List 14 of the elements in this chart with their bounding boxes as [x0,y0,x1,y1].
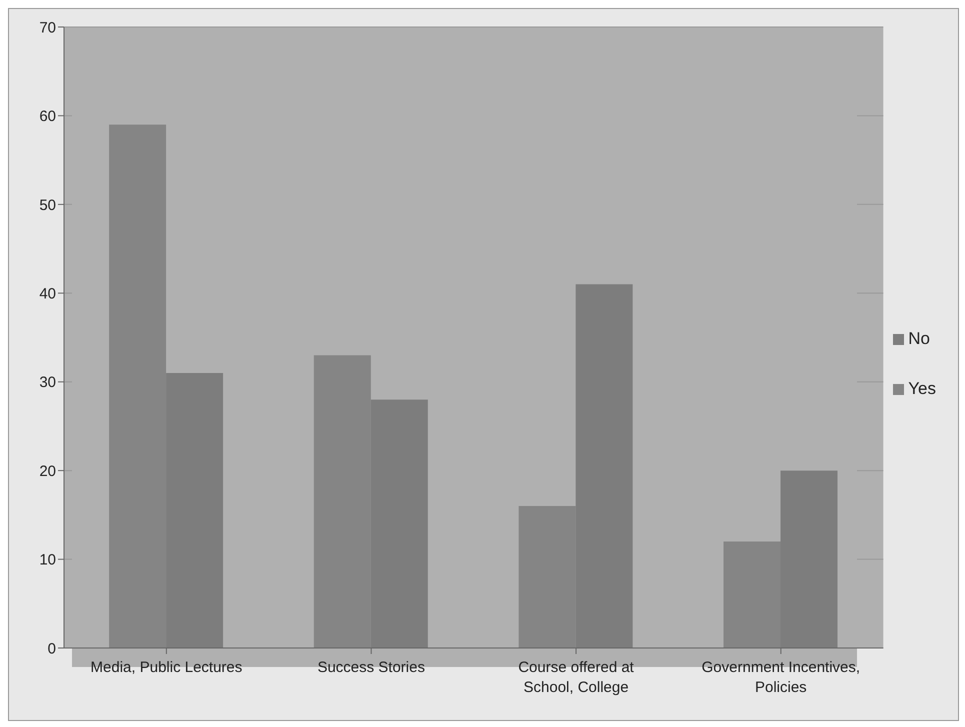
legend-label: No [908,328,930,348]
y-tick-label: 70 [39,19,56,36]
y-tick-label: 0 [48,640,56,658]
y-tick-label: 60 [39,108,56,126]
y-tick-label: 20 [39,462,56,480]
y-tick-label: 50 [39,196,56,214]
y-tick-label: 10 [39,552,56,569]
y-tick-label: 40 [39,285,56,302]
x-tick-label: Success Stories [317,659,425,676]
x-tick-label: Course offered at School, College [518,659,635,696]
legend-label: Yes [908,378,936,398]
x-tick-label: Media, Public Lectures [90,659,242,676]
y-tick-label: 30 [39,374,56,392]
x-tick-label: Government Incentives, Policies [702,659,860,696]
